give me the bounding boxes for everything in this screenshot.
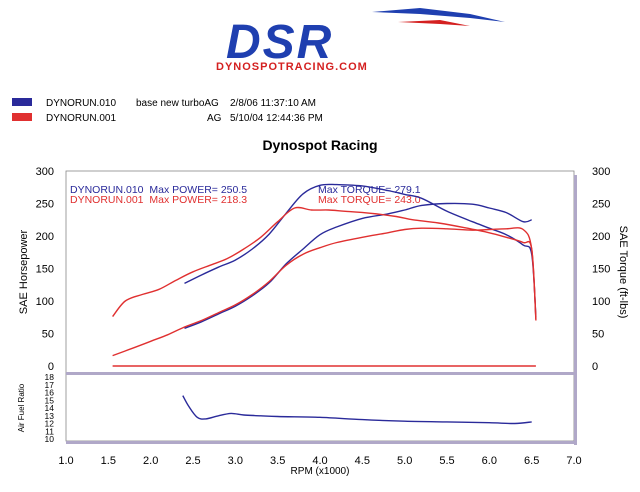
x-tick-label: 5.5 [439, 455, 454, 467]
y-tick-label-right: 150 [592, 264, 610, 276]
y-tick-label-right: 100 [592, 296, 610, 308]
y-tick-label-left: 150 [36, 264, 54, 276]
y-tick-label-left: 50 [42, 329, 54, 341]
logo-swoosh [372, 8, 505, 22]
plot-frame [65, 170, 575, 442]
run2-name: DYNORUN.001 [46, 113, 116, 124]
y-tick-label-right: 200 [592, 231, 610, 243]
x-tick-label: 6.0 [482, 455, 497, 467]
x-tick-label: 1.0 [58, 455, 73, 467]
logo-swoosh-red [398, 20, 470, 26]
run2-datetime: 5/10/04 12:44:36 PM [230, 113, 323, 124]
dsr-logo: DSR DYNOSPOTRACING.COM [216, 8, 505, 73]
run1-name: DYNORUN.010 [46, 98, 116, 109]
afr-tick-label: 10 [45, 434, 55, 444]
logo-url-text: DYNOSPOTRACING.COM [216, 61, 368, 73]
x-tick-label: 3.5 [270, 455, 285, 467]
x-tick-label: 4.5 [355, 455, 370, 467]
y-tick-label-right: 50 [592, 329, 604, 341]
y-tick-label-left: 300 [36, 166, 54, 178]
annotation-run1-torque: Max TORQUE= 279.1 [318, 184, 421, 196]
run-legend: DYNORUN.010 base new turboAG 2/8/06 11:3… [12, 98, 323, 124]
afr-tick-label: 13 [45, 411, 55, 421]
annotation-run1-power: DYNORUN.010 Max POWER= 250.5 [70, 184, 247, 196]
afr-tick-label: 11 [45, 426, 54, 436]
x-tick-label: 5.0 [397, 455, 412, 467]
afr-tick-label: 12 [45, 419, 55, 429]
annotation-run2-power: DYNORUN.001 Max POWER= 218.3 [70, 194, 247, 206]
series-layer [112, 183, 537, 425]
y-tick-label-right: 0 [592, 361, 598, 373]
series-line-3 [112, 206, 537, 321]
y-axis-right-label: SAE Torque (ft-lbs) [617, 226, 629, 319]
x-axis-label: RPM (x1000) [291, 466, 350, 477]
x-tick-label: 2.0 [143, 455, 158, 467]
bottom-axis-bar [66, 441, 577, 444]
y-tick-label-left: 250 [36, 199, 54, 211]
afr-tick-label: 14 [45, 403, 55, 413]
x-tick-label: 6.5 [524, 455, 539, 467]
x-tick-label: 4.0 [312, 455, 327, 467]
y-axis-left-label: SAE Horsepower [18, 229, 30, 314]
annotation-run2-torque: Max TORQUE= 243.0 [318, 194, 421, 206]
series-line-0 [184, 202, 532, 329]
run2-note: AG [207, 113, 222, 124]
y-tick-label-right: 250 [592, 199, 610, 211]
series-line-1 [184, 183, 537, 318]
afr-divider-bar [66, 372, 577, 375]
run2-swatch [12, 113, 32, 121]
afr-tick-label: 15 [45, 395, 55, 405]
x-tick-label: 1.5 [101, 455, 116, 467]
afr-line-0 [182, 395, 532, 425]
afr-tick-label: 18 [45, 372, 55, 382]
ticks-layer: 1.0 1.5 2.0 2.5 3.0 3.5 4.0 4.5 5.0 5.5 6.0 6.5 7.0 0… [36, 166, 611, 467]
run1-note: base new turboAG [136, 98, 219, 109]
afr-tick-label: 16 [45, 388, 55, 398]
afr-axis-label: Air Fuel Ratio [17, 383, 26, 432]
y-tick-label-left: 100 [36, 296, 54, 308]
x-tick-label: 2.5 [185, 455, 200, 467]
afr-tick-label: 17 [45, 380, 55, 390]
right-axis-bar [574, 175, 577, 445]
chart-title: Dynospot Racing [262, 137, 377, 153]
run1-swatch [12, 98, 32, 106]
run1-datetime: 2/8/06 11:37:10 AM [230, 98, 316, 109]
y-tick-label-left: 0 [48, 361, 54, 373]
logo-dsr-text: DSR [226, 16, 333, 69]
y-tick-label-left: 200 [36, 231, 54, 243]
x-tick-label: 3.0 [228, 455, 243, 467]
y-tick-label-right: 300 [592, 166, 610, 178]
series-line-2 [112, 227, 537, 357]
x-tick-label: 7.0 [566, 455, 581, 467]
